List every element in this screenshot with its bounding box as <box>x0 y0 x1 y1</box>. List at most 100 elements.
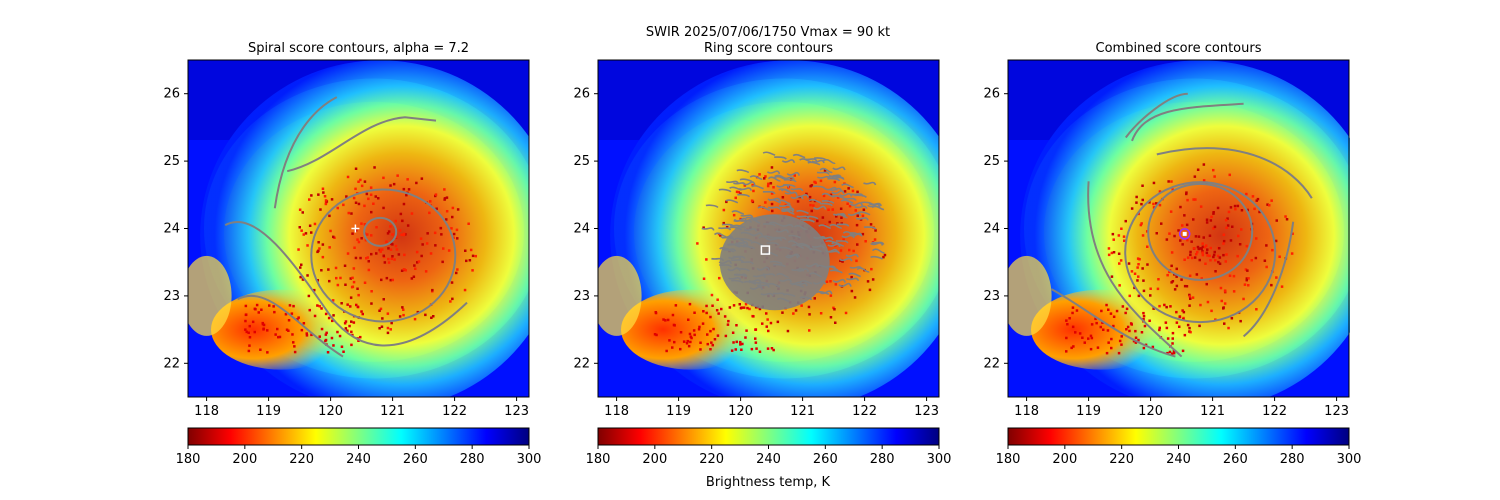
pixel <box>685 342 689 345</box>
pixel <box>323 195 327 198</box>
pixel <box>1107 247 1111 250</box>
pixel <box>654 311 658 315</box>
pixel <box>370 302 373 305</box>
pixel <box>1102 328 1105 331</box>
pixel <box>318 305 321 308</box>
pixel <box>1202 163 1206 166</box>
pixel <box>724 334 728 338</box>
pixel <box>1290 252 1294 255</box>
pixel <box>1201 251 1204 254</box>
pixel <box>426 232 429 235</box>
pixel <box>244 328 247 331</box>
pixel <box>367 268 371 272</box>
x-tick-label: 118 <box>604 404 629 419</box>
colorbar-tick-label: 220 <box>699 452 724 467</box>
pixel <box>745 329 748 332</box>
pixel <box>1251 195 1255 198</box>
pixel <box>367 197 370 201</box>
pixel <box>1089 334 1093 338</box>
pixel <box>1212 227 1215 230</box>
pixel <box>1245 277 1249 280</box>
pixel <box>1213 250 1216 254</box>
contour-squiggle <box>739 178 753 183</box>
pixel <box>1065 350 1068 353</box>
pixel <box>829 193 833 197</box>
pixel <box>725 226 729 229</box>
pixel <box>357 240 361 244</box>
pixel <box>424 313 427 317</box>
pixel <box>1172 351 1176 355</box>
pixel <box>687 318 690 321</box>
contour-squiggle <box>834 213 848 219</box>
pixel <box>1148 201 1151 204</box>
pixel <box>755 347 758 350</box>
pixel <box>1188 295 1192 298</box>
pixel <box>1112 251 1116 254</box>
pixel <box>405 193 408 197</box>
pixel <box>363 204 366 208</box>
pixel <box>1152 181 1156 185</box>
pixel <box>1201 245 1205 249</box>
pixel <box>419 237 423 240</box>
pixel <box>469 248 473 252</box>
pixel <box>300 328 304 332</box>
pixel <box>1224 218 1228 222</box>
y-tick-label: 26 <box>163 87 180 102</box>
pixel <box>1137 294 1141 298</box>
x-tick-label: 118 <box>1014 404 1039 419</box>
contour-squiggle <box>721 223 735 228</box>
pixel <box>1209 219 1213 222</box>
score-contours <box>224 96 468 358</box>
pixel <box>835 215 838 218</box>
pixel <box>336 283 340 287</box>
pixel <box>829 280 832 283</box>
pixel <box>378 309 381 312</box>
pixel <box>832 306 835 310</box>
pixel <box>332 235 335 239</box>
contour-squiggle <box>799 158 812 163</box>
pixel <box>739 192 742 195</box>
pixel <box>350 320 353 323</box>
pixel <box>772 186 775 189</box>
contour-squiggle <box>781 209 795 215</box>
contour-squiggle <box>863 181 877 186</box>
pixel <box>834 321 837 324</box>
pixel <box>402 308 405 311</box>
colorbar-tick-label: 300 <box>517 452 542 467</box>
pixel <box>1066 323 1069 326</box>
pixel <box>1127 262 1131 265</box>
pixel <box>808 195 812 199</box>
pixel <box>415 250 419 254</box>
pixel <box>1142 279 1145 282</box>
pixel <box>1212 253 1216 257</box>
pixel <box>1107 308 1110 311</box>
pixel <box>291 333 294 336</box>
pixel <box>770 202 774 206</box>
pixel <box>1169 210 1173 213</box>
pixel <box>1120 227 1123 230</box>
pixel <box>1134 336 1138 339</box>
colorbar-tick-label: 240 <box>1166 452 1191 467</box>
pixel <box>400 233 403 236</box>
pixel <box>846 202 849 205</box>
pixel <box>378 327 381 330</box>
pixel <box>317 241 320 244</box>
pixel <box>379 248 382 252</box>
pixel <box>306 274 309 277</box>
pixel <box>1123 239 1126 242</box>
pixel <box>1175 310 1178 314</box>
pixel <box>335 276 338 280</box>
pixel <box>1239 319 1242 323</box>
pixel <box>456 208 460 211</box>
pixel <box>1133 272 1137 275</box>
pixel <box>1138 258 1141 261</box>
pixel <box>1198 258 1201 262</box>
contour-squiggle <box>819 290 833 295</box>
pixel <box>1234 207 1237 211</box>
pixel <box>1178 325 1181 328</box>
pixel <box>705 304 708 308</box>
pixel <box>325 331 328 335</box>
pixel <box>1197 247 1200 251</box>
pixel <box>357 293 360 297</box>
pixel <box>434 194 437 198</box>
